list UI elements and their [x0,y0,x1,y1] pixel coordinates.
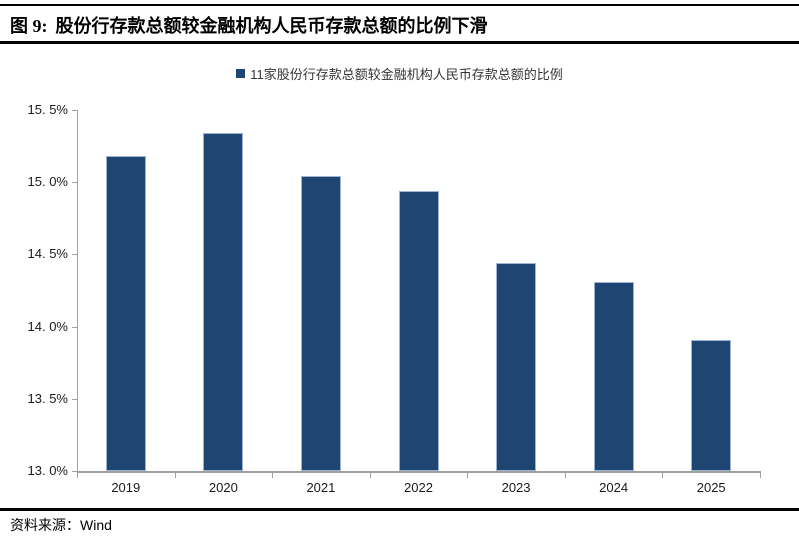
y-axis-label: 15. 5% [27,102,68,117]
y-axis-tick [72,182,77,184]
legend-label: 11家股份行存款总额较金融机构人民币存款总额的比例 [250,67,563,82]
title-divider [0,41,799,44]
bar [105,156,146,471]
y-axis-label: 14. 5% [27,246,68,262]
x-axis-label: 2023 [501,480,531,495]
x-axis-tick [564,473,566,478]
y-axis-label: 13. 5% [27,390,68,406]
source-value: Wind [80,517,112,533]
bar [300,176,341,471]
y-axis-label: 15. 0% [27,174,68,190]
y-axis-tick [72,471,77,472]
footer-divider [0,508,799,511]
bar [398,190,439,471]
source-label: 资料来源： [10,519,80,534]
x-axis-tick [760,473,761,478]
y-axis-line [77,110,78,471]
chart-legend: 11家股份行存款总额较金融机构人民币存款总额的比例 [0,64,799,83]
bar [593,281,634,471]
bar [203,133,244,471]
y-axis-tick [72,254,77,256]
x-axis-tick [369,473,371,478]
y-axis-tick [72,326,77,328]
x-axis-label: 2024 [599,480,629,495]
x-axis-line [77,471,761,473]
figure-title: 图 9: 股份行存款总额较金融机构人民币存款总额的比例下滑 [10,12,789,38]
x-axis-label: 2021 [306,480,336,495]
x-axis-tick [272,473,274,478]
x-axis-label: 2022 [404,480,433,495]
bar [691,339,732,471]
x-axis-tick [662,473,664,478]
legend-square-icon [236,69,246,78]
source-note: 资料来源：Wind [10,515,112,535]
y-axis-label: 13. 0% [27,463,68,478]
x-axis-label: 2019 [111,480,141,495]
x-axis-tick [174,473,176,478]
figure-title-text: 股份行存款总额较金融机构人民币存款总额的比例下滑 [55,16,488,36]
x-axis-label: 2020 [208,480,238,495]
y-axis-tick [72,398,77,400]
x-axis-tick [77,473,78,478]
bar [496,263,537,471]
x-axis-label: 2025 [696,480,726,495]
y-axis-label: 14. 0% [27,318,68,334]
y-axis-tick [72,110,77,111]
top-divider [0,4,799,6]
figure-number: 图 9: [10,16,48,36]
x-axis-tick [467,473,469,478]
